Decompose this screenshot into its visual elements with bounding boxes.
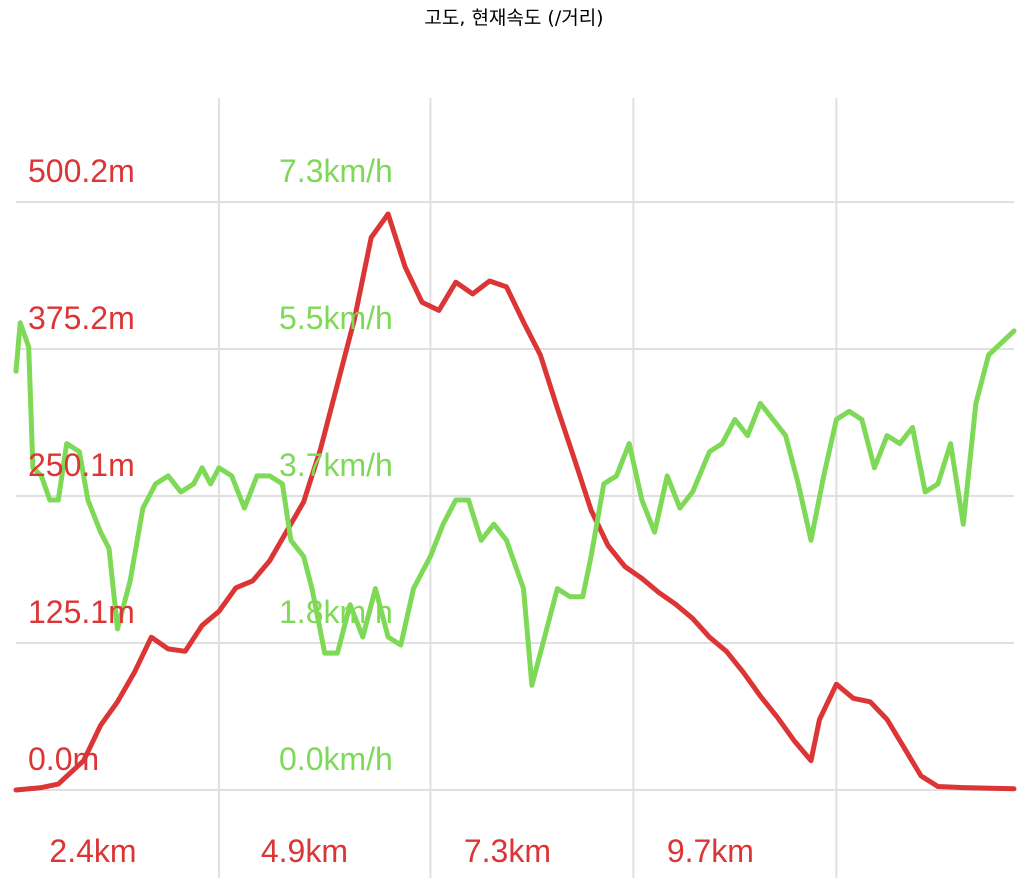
x-axis-tick-label: 2.4km: [49, 833, 136, 869]
elevation-axis-tick-label: 0.0m: [28, 741, 99, 777]
gridlines: [16, 98, 1014, 878]
x-axis-tick-label: 4.9km: [261, 833, 348, 869]
speed-axis-tick-label: 1.8km/h: [279, 594, 393, 630]
speed-axis-tick-label: 5.5km/h: [279, 300, 393, 336]
axis-labels: 0.0m 125.1m 250.1m 375.2m 500.2m 0.0km/h 1.8km…: [28, 153, 754, 869]
elevation-series-line: [13, 211, 1017, 793]
chart-title: 고도, 현재속도 (/거리): [424, 7, 603, 29]
elevation-axis-tick-label: 250.1m: [28, 447, 135, 483]
series-layer: [13, 211, 1017, 793]
x-axis-tick-label: 9.7km: [667, 833, 754, 869]
elevation-axis-tick-label: 375.2m: [28, 300, 135, 336]
speed-axis-tick-label: 0.0km/h: [279, 741, 393, 777]
elevation-axis-tick-label: 500.2m: [28, 153, 135, 189]
speed-axis-tick-label: 3.7km/h: [279, 447, 393, 483]
speed-axis-tick-label: 7.3km/h: [279, 153, 393, 189]
x-axis-tick-label: 7.3km: [464, 833, 551, 869]
elevation-axis-tick-label: 125.1m: [28, 594, 135, 630]
speed-series-line: [13, 320, 1017, 688]
